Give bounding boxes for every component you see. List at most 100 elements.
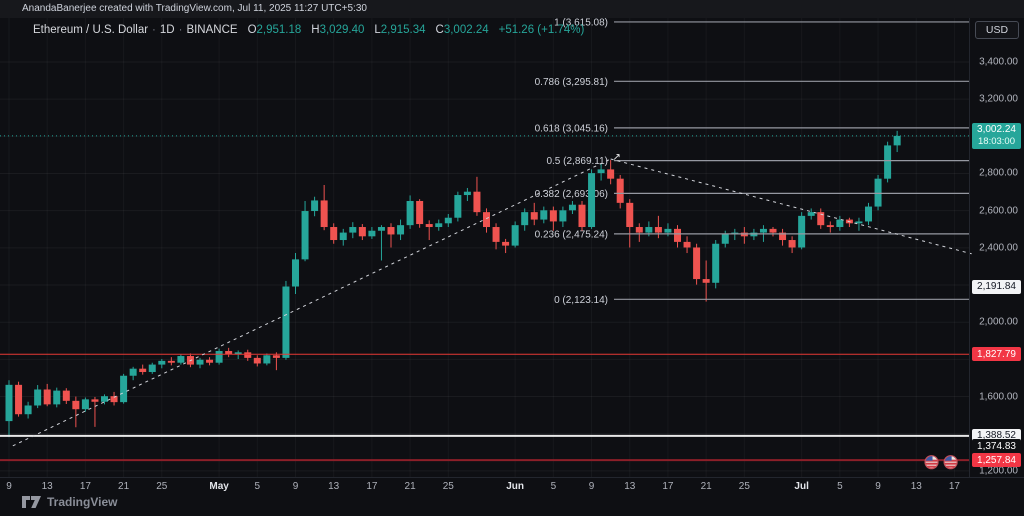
time-tick-label: 13 xyxy=(624,481,636,492)
time-tick-label: 9 xyxy=(6,481,12,492)
candle-body xyxy=(884,145,892,179)
candle-body xyxy=(664,228,672,233)
fib-level-label: 1 (3,615.08) xyxy=(554,17,608,28)
time-tick-label: 25 xyxy=(738,481,750,492)
candle-body xyxy=(568,204,576,211)
price-tick-label: 1,600.00 xyxy=(979,391,1018,403)
flag-sticker-ring xyxy=(943,455,958,470)
candle-body xyxy=(530,212,538,220)
candle-body xyxy=(540,210,548,220)
price-axis[interactable]: USD 3,400.00 3,200.00 2,800.00 2,600.00 2,40… xyxy=(969,18,1024,477)
candle-body xyxy=(301,211,309,260)
candle-body xyxy=(893,135,901,146)
time-tick-label: Jun xyxy=(506,481,525,492)
candle-body xyxy=(416,200,424,225)
candle-body xyxy=(425,224,433,228)
tradingview-logo-icon xyxy=(22,496,41,508)
trendline-drawing[interactable] xyxy=(12,158,611,447)
candle-body xyxy=(215,351,223,363)
candle-body xyxy=(798,215,806,248)
candle-body xyxy=(196,359,204,365)
chart-grid xyxy=(0,18,969,477)
time-tick-label: 21 xyxy=(118,481,130,492)
symbol-legend: Ethereum / U.S. Dollar · 1D · BINANCE O2,951.… xyxy=(33,24,584,36)
flag-sticker-icon[interactable] xyxy=(944,455,958,469)
current-price-badge: 3,002.24 18:03:00 xyxy=(972,122,1021,149)
candle-body xyxy=(81,399,89,410)
fib-retracement-drawing[interactable] xyxy=(614,21,969,300)
time-tick-label: 9 xyxy=(292,481,299,492)
low-label: L xyxy=(374,24,381,36)
candle-body xyxy=(674,228,681,242)
candle-body xyxy=(607,169,615,179)
candle-body xyxy=(597,169,605,174)
candle-body xyxy=(693,247,701,280)
candle-body xyxy=(874,178,882,207)
time-tick-label: 5 xyxy=(254,481,261,492)
interval-label[interactable]: 1D xyxy=(159,24,175,36)
time-tick-label: 17 xyxy=(948,481,960,492)
candle-body xyxy=(788,240,796,248)
currency-toggle-button[interactable]: USD xyxy=(975,21,1019,39)
candle-body xyxy=(454,195,462,218)
fib-level-label: 0.5 (2,869.11) xyxy=(546,156,608,167)
candle-body xyxy=(511,225,519,246)
price-tick-label: 2,600.00 xyxy=(979,205,1018,217)
candle-body xyxy=(616,178,624,203)
candle-body xyxy=(578,204,586,228)
candle-body xyxy=(635,227,643,233)
time-tick-label: May xyxy=(209,481,229,492)
candle-body xyxy=(721,234,729,244)
brand-text: TradingView xyxy=(47,495,118,509)
time-tick-label: 17 xyxy=(662,481,674,492)
candle-body xyxy=(263,355,271,364)
candle-body xyxy=(549,210,557,222)
symbol-title[interactable]: Ethereum / U.S. Dollar xyxy=(33,24,149,36)
time-tick-label: Jul xyxy=(794,481,809,492)
price-line-badge: 2,191.84 xyxy=(972,279,1021,294)
candle-body xyxy=(311,200,319,212)
candle-body xyxy=(807,212,815,216)
fib-level-label: 0.618 (3,045.16) xyxy=(535,123,608,134)
candle-body xyxy=(139,368,147,373)
candle-body xyxy=(5,384,13,422)
time-tick-label: 5 xyxy=(837,481,843,492)
price-tick-label: 3,200.00 xyxy=(979,93,1018,105)
candle-body xyxy=(358,227,366,237)
candle-body xyxy=(167,360,175,363)
high-label: H xyxy=(311,24,320,36)
candle-body xyxy=(865,206,872,222)
footer-branding[interactable]: TradingView xyxy=(22,495,117,509)
close-label: C xyxy=(435,24,444,36)
candle-body xyxy=(129,368,137,376)
candle-body xyxy=(158,360,166,365)
candle-body xyxy=(225,351,233,355)
candle-body xyxy=(377,227,385,231)
candle-body xyxy=(34,389,42,406)
candle-body xyxy=(654,227,662,233)
price-tick-label: 3,400.00 xyxy=(979,56,1018,68)
candle-body xyxy=(349,227,357,233)
candle-body xyxy=(444,217,452,224)
candle-body xyxy=(206,359,214,363)
candle-body xyxy=(502,241,510,246)
candle-body xyxy=(836,219,844,228)
candle-body xyxy=(43,389,51,405)
candle-body xyxy=(492,227,500,242)
candle-body xyxy=(473,191,481,213)
candle-body xyxy=(855,221,863,224)
close-value: 3,002.24 xyxy=(443,24,489,36)
candle-body xyxy=(62,390,70,401)
candle-body xyxy=(387,227,395,235)
flag-sticker-icon[interactable] xyxy=(925,455,939,469)
attribution-text: AnandaBanerjee created with TradingView.… xyxy=(22,3,367,14)
price-tick-label: 2,400.00 xyxy=(979,242,1018,254)
candle-body xyxy=(339,232,347,241)
candle-body xyxy=(702,279,710,283)
price-tick-label: 2,000.00 xyxy=(979,316,1018,328)
price-tick-label: 1,200.00 xyxy=(979,465,1018,477)
candle-body xyxy=(750,232,758,237)
time-axis[interactable]: 9 13 17 21 25 May 5 9 13 17 21 25 Jun 5 9 13 17 21 25 Jul 5 9… xyxy=(0,477,1024,494)
